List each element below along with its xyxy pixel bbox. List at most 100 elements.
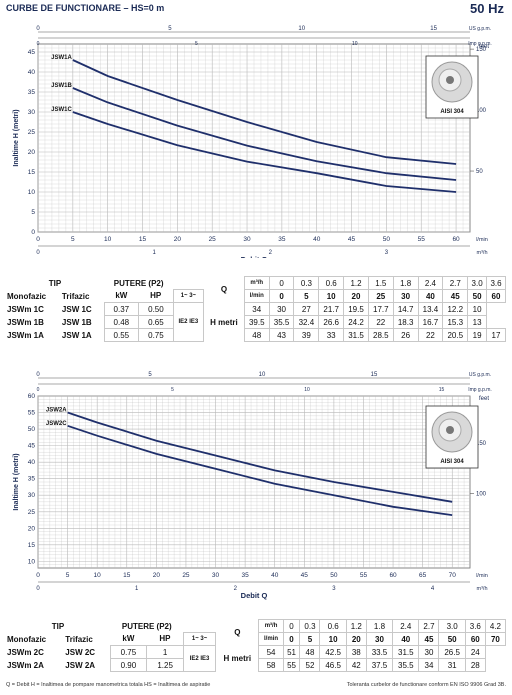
top-tick-us: 0: [36, 372, 40, 378]
head-value: 10: [467, 302, 488, 316]
head-value: 39: [293, 328, 320, 342]
head-value: 58: [258, 658, 284, 672]
q-m3h-value: 0.3: [293, 276, 320, 290]
top-tick-us: 5: [148, 372, 152, 378]
material-label: AISI 304: [440, 109, 464, 115]
model-monofazic: JSWm 2C: [7, 647, 44, 657]
q-m3h-value: 3.6: [464, 619, 486, 633]
header-phase: 1~ 3~: [172, 289, 205, 303]
head-value: 35.5: [392, 658, 420, 672]
q-m3h-value: 1.8: [392, 276, 419, 290]
q-m3h-value: 2.7: [442, 276, 469, 290]
y-tick-label: 0: [31, 229, 35, 236]
top-tick-imp: 0: [37, 41, 40, 47]
q-m3h-value: 3.0: [467, 276, 488, 290]
x-tick-label: 15: [139, 236, 147, 243]
top-tick-imp: 5: [195, 41, 198, 47]
q-lmin-value: 0: [268, 289, 295, 303]
q-m3h-value: 0: [282, 619, 301, 633]
q-lmin-value: 0: [282, 632, 301, 646]
head-value: 17.7: [367, 302, 394, 316]
header-tip: TIP: [51, 621, 65, 631]
pump-curve: [72, 87, 457, 181]
y-tick-label: 15: [28, 542, 36, 549]
top-unit-us: US g.p.m.: [469, 26, 491, 32]
q-lmin-value: 70: [484, 632, 507, 646]
y-tick-label: 45: [28, 49, 36, 56]
head-value: 48: [243, 328, 270, 342]
unit-m3h: m³/h: [258, 619, 284, 633]
top-tick-imp: 0: [37, 387, 40, 393]
top-tick-us: 15: [430, 26, 437, 32]
x-unit: l/min: [476, 237, 488, 243]
x-tick-label: 30: [243, 236, 251, 243]
x-tick-label: 35: [242, 572, 250, 579]
header-monofazic: Monofazic: [7, 291, 47, 301]
head-value: 42.5: [319, 645, 347, 659]
material-label: AISI 304: [440, 459, 464, 465]
right-tick-label: 150: [476, 441, 487, 447]
y-tick-label: 15: [28, 169, 36, 176]
head-value: 19: [467, 328, 488, 342]
q-lmin-value: 25: [367, 289, 394, 303]
q-lmin-value: 5: [299, 632, 321, 646]
q-lmin-value: 60: [486, 289, 506, 303]
curve-label: JSW1C: [51, 107, 72, 113]
x-axis-label: Debit Q: [241, 255, 268, 258]
x-tick-label: 10: [94, 572, 102, 579]
top-tick-imp: 15: [439, 387, 445, 393]
head-value: 28.5: [367, 328, 394, 342]
head-value: 12.2: [442, 302, 469, 316]
header-q: Q: [220, 285, 228, 294]
head-value: 31.5: [343, 328, 369, 342]
curve-label: JSW2A: [46, 408, 67, 414]
header-putere: PUTERE (P2): [121, 621, 172, 631]
model-trifazic: JSW 1C: [61, 304, 92, 314]
header-trifazic: Trifazic: [65, 634, 93, 644]
q-m3h-value: 0.3: [299, 619, 321, 633]
top-tick-us: 10: [259, 372, 266, 378]
head-value: 31.5: [392, 645, 420, 659]
x-unit-m3h: m³/h: [477, 586, 488, 592]
footer-tolerance: Toleranta curbelor de functionare confor…: [346, 682, 506, 688]
head-value: 24: [464, 645, 486, 659]
header-blank: [173, 277, 203, 290]
footer-legend: Q = Debit H = Inaltimea de pompare manom…: [6, 682, 211, 688]
header-h-metri: H metri: [210, 317, 238, 327]
x-tick-label: 50: [330, 572, 338, 579]
y-tick-label: 30: [28, 109, 36, 116]
head-value: 30: [418, 645, 440, 659]
top-tick-us: 10: [298, 26, 305, 32]
head-value: 38: [345, 645, 367, 659]
q-lmin-value: 5: [293, 289, 320, 303]
right-tick-label: 100: [476, 492, 487, 498]
x-tick-m3h: 1: [152, 250, 156, 256]
y-tick-label: 25: [28, 129, 36, 136]
q-m3h-value: 2.4: [417, 276, 444, 290]
model-trifazic: JSW 1A: [61, 330, 92, 340]
model-monofazic: JSWm 2A: [7, 660, 44, 670]
x-tick-label: 45: [348, 236, 356, 243]
pump-curve: [72, 59, 457, 165]
q-lmin-value: 45: [442, 289, 469, 303]
head-value: 19.5: [343, 302, 369, 316]
head-value: 24.2: [343, 315, 369, 329]
page-title: CURBE DE FUNCTIONARE – HS=0 m: [6, 3, 165, 13]
header-putere: PUTERE (P2): [113, 278, 164, 288]
x-tick-label: 40: [271, 572, 279, 579]
x-tick-label: 40: [313, 236, 321, 243]
top-tick-us: 15: [371, 372, 378, 378]
header-hp: HP: [150, 291, 162, 301]
pump-curve: [67, 411, 453, 503]
x-tick-m3h: 3: [385, 250, 389, 256]
head-value: 34: [243, 302, 270, 316]
q-m3h-value: 3.6: [486, 276, 506, 290]
power-kw: 0.75: [109, 645, 148, 659]
q-m3h-value: 1.2: [345, 619, 367, 633]
head-value: 22: [417, 328, 444, 342]
x-tick-label: 5: [71, 236, 75, 243]
q-lmin-value: 50: [467, 289, 488, 303]
head-value: 18.3: [392, 315, 419, 329]
q-m3h-value: 2.4: [392, 619, 420, 633]
